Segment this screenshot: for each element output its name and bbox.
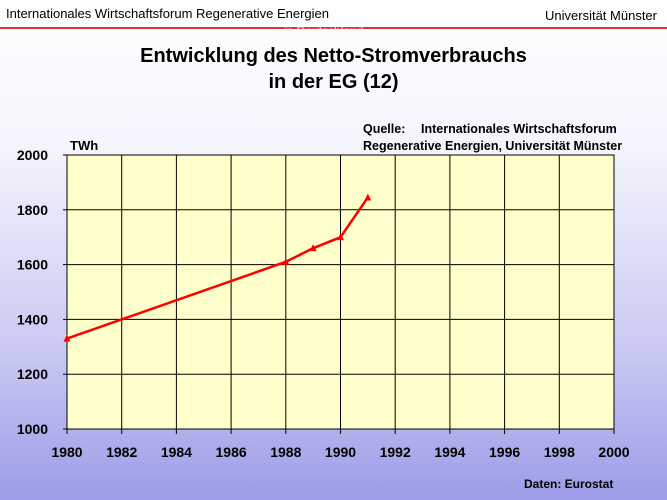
x-tick-label: 1986 [216,444,247,460]
data-credit: Daten: Eurostat [524,477,614,491]
data-point-marker [337,233,344,241]
x-tick-label: 1992 [380,444,411,460]
source-line1: Internationales Wirtschaftsforum [421,122,617,136]
y-tick-label: 1800 [17,202,48,218]
source-label: Quelle: [363,122,406,136]
header-rule [0,27,667,29]
chart-title-line2: in der EG (12) [268,71,399,93]
watermark-text: in Deutschland [284,24,364,38]
header-right-text: Universität Münster [545,8,657,23]
y-tick-label: 1000 [17,421,48,437]
x-tick-label: 1988 [270,444,301,460]
header-left-text: Internationales Wirtschaftsforum Regener… [6,6,329,21]
x-tick-label: 1996 [489,444,520,460]
x-tick-label: 1990 [325,444,356,460]
chart-title-line1: Entwicklung des Netto-Stromverbrauchs [140,45,527,67]
y-tick-label: 1600 [17,257,48,273]
source-note: Quelle: Internationales Wirtschaftsforum … [363,121,622,155]
data-point-marker [309,244,317,252]
data-point-marker [364,193,372,201]
data-point-marker [63,334,71,342]
y-axis-unit: TWh [70,138,99,153]
x-tick-label: 1982 [106,444,137,460]
y-tick-label: 2000 [17,147,48,163]
x-tick-label: 1984 [161,444,192,460]
x-tick-label: 2000 [598,444,629,460]
data-point-marker [282,257,290,265]
x-tick-label: 1980 [51,444,82,460]
y-tick-label: 1200 [17,366,48,382]
x-tick-label: 1998 [544,444,575,460]
source-line2: Regenerative Energien, Universität Münst… [363,139,623,153]
x-tick-label: 1994 [434,444,465,460]
plot-border [66,154,615,430]
y-tick-label: 1400 [17,311,48,327]
